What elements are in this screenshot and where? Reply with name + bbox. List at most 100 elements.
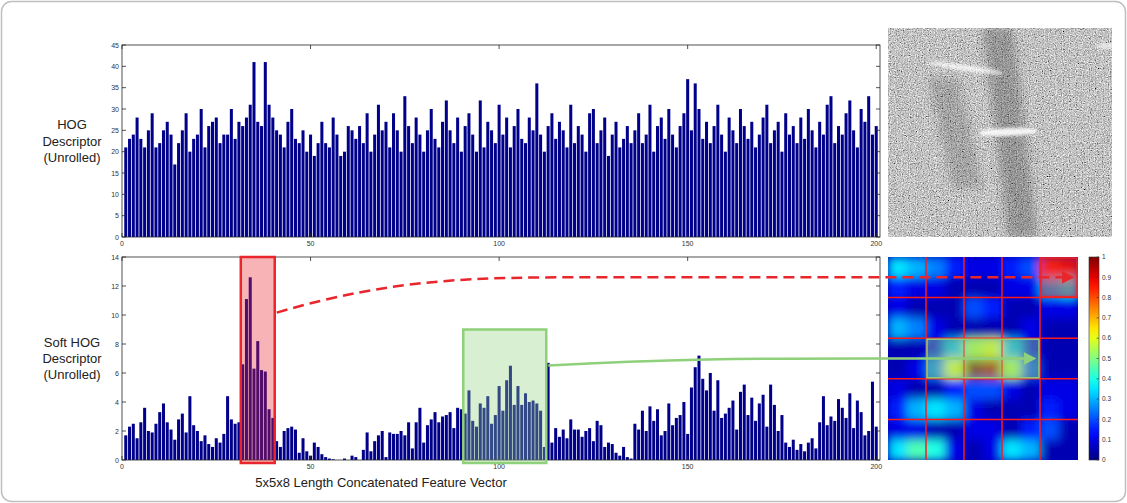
x-tick-label: 150 bbox=[682, 463, 694, 470]
bar bbox=[317, 447, 320, 460]
bar bbox=[845, 418, 848, 460]
bar bbox=[501, 135, 504, 237]
bar bbox=[245, 118, 248, 237]
bar bbox=[780, 152, 783, 237]
bar bbox=[664, 139, 667, 237]
bar bbox=[158, 412, 161, 460]
x-tick-label: 200 bbox=[870, 240, 882, 247]
bar bbox=[211, 447, 214, 460]
bar bbox=[716, 380, 719, 460]
heat-cell bbox=[983, 399, 1003, 420]
colorbar-tick bbox=[1097, 358, 1100, 359]
colorbar-tick bbox=[1097, 338, 1100, 339]
bar bbox=[124, 435, 127, 460]
heat-cell bbox=[907, 359, 927, 380]
frame bbox=[2, 2, 1126, 502]
bar bbox=[309, 456, 312, 460]
heat-cell bbox=[1059, 399, 1078, 420]
bar bbox=[780, 415, 783, 460]
bar bbox=[747, 139, 750, 237]
heat-cell bbox=[964, 379, 984, 400]
heat-cell bbox=[945, 318, 965, 339]
bar bbox=[694, 367, 697, 460]
bar bbox=[313, 443, 316, 460]
bar bbox=[728, 118, 731, 237]
bar bbox=[230, 109, 233, 237]
bar bbox=[192, 139, 195, 237]
x-tick-label: 200 bbox=[870, 463, 882, 470]
y-tick bbox=[122, 215, 126, 216]
heat-cell bbox=[888, 440, 908, 460]
bar bbox=[154, 424, 157, 460]
row-label: Soft HOGDescriptor(Unrolled) bbox=[42, 335, 102, 383]
bar bbox=[550, 113, 553, 237]
y-tick bbox=[122, 431, 126, 432]
bar bbox=[279, 447, 282, 460]
y-tick bbox=[876, 215, 880, 216]
bar bbox=[607, 156, 610, 237]
heat-cell bbox=[888, 318, 908, 339]
bar bbox=[215, 118, 218, 237]
bar bbox=[479, 100, 482, 237]
bar bbox=[539, 135, 542, 237]
bar bbox=[788, 447, 791, 460]
bar bbox=[826, 425, 829, 460]
y-tick-label: 10 bbox=[111, 312, 119, 319]
bar bbox=[588, 113, 591, 237]
heat-cell bbox=[1021, 379, 1041, 400]
y-tick bbox=[122, 173, 126, 174]
bar bbox=[158, 143, 161, 237]
bar bbox=[867, 431, 870, 460]
y-tick bbox=[122, 237, 126, 238]
heat-cell bbox=[983, 419, 1003, 440]
bar bbox=[369, 451, 372, 460]
heat-cell bbox=[1040, 318, 1060, 339]
bar bbox=[471, 135, 474, 237]
y-tick bbox=[122, 66, 126, 67]
bar bbox=[792, 126, 795, 237]
bar bbox=[441, 122, 444, 237]
bar bbox=[814, 147, 817, 237]
colorbar-label: 0.2 bbox=[1102, 416, 1111, 423]
bar bbox=[637, 430, 640, 460]
heat-cell bbox=[1059, 419, 1078, 440]
bar bbox=[354, 139, 357, 237]
heat-cell bbox=[983, 379, 1003, 400]
bar bbox=[739, 392, 742, 460]
bar bbox=[728, 408, 731, 460]
heat-cell bbox=[964, 419, 984, 440]
bar bbox=[852, 428, 855, 460]
bar bbox=[241, 126, 244, 237]
bar bbox=[226, 135, 229, 237]
colorbar-tick bbox=[1097, 439, 1100, 440]
heat-cell bbox=[945, 257, 965, 278]
bar bbox=[622, 447, 625, 460]
label-line: (Unrolled) bbox=[43, 367, 100, 382]
bar bbox=[701, 139, 704, 237]
x-tick-label: 150 bbox=[682, 240, 694, 247]
bar bbox=[143, 147, 146, 237]
bar bbox=[569, 419, 572, 460]
bar bbox=[377, 435, 380, 460]
bar bbox=[290, 109, 293, 237]
bar bbox=[343, 152, 346, 237]
bar bbox=[690, 130, 693, 237]
heat-cell bbox=[888, 399, 908, 420]
bar bbox=[747, 415, 750, 460]
bar bbox=[581, 437, 584, 460]
bar bbox=[328, 147, 331, 237]
heat-cell bbox=[888, 359, 908, 380]
bar bbox=[705, 122, 708, 237]
bar bbox=[305, 451, 308, 460]
bar bbox=[486, 122, 489, 237]
bar bbox=[705, 390, 708, 460]
bar bbox=[871, 382, 874, 460]
bar bbox=[811, 130, 814, 237]
bar bbox=[584, 431, 587, 460]
bars bbox=[124, 62, 877, 237]
x-tick bbox=[687, 45, 688, 49]
bar bbox=[837, 399, 840, 460]
bar bbox=[814, 448, 817, 460]
heat-cell bbox=[907, 440, 927, 460]
x-tick bbox=[122, 456, 123, 460]
